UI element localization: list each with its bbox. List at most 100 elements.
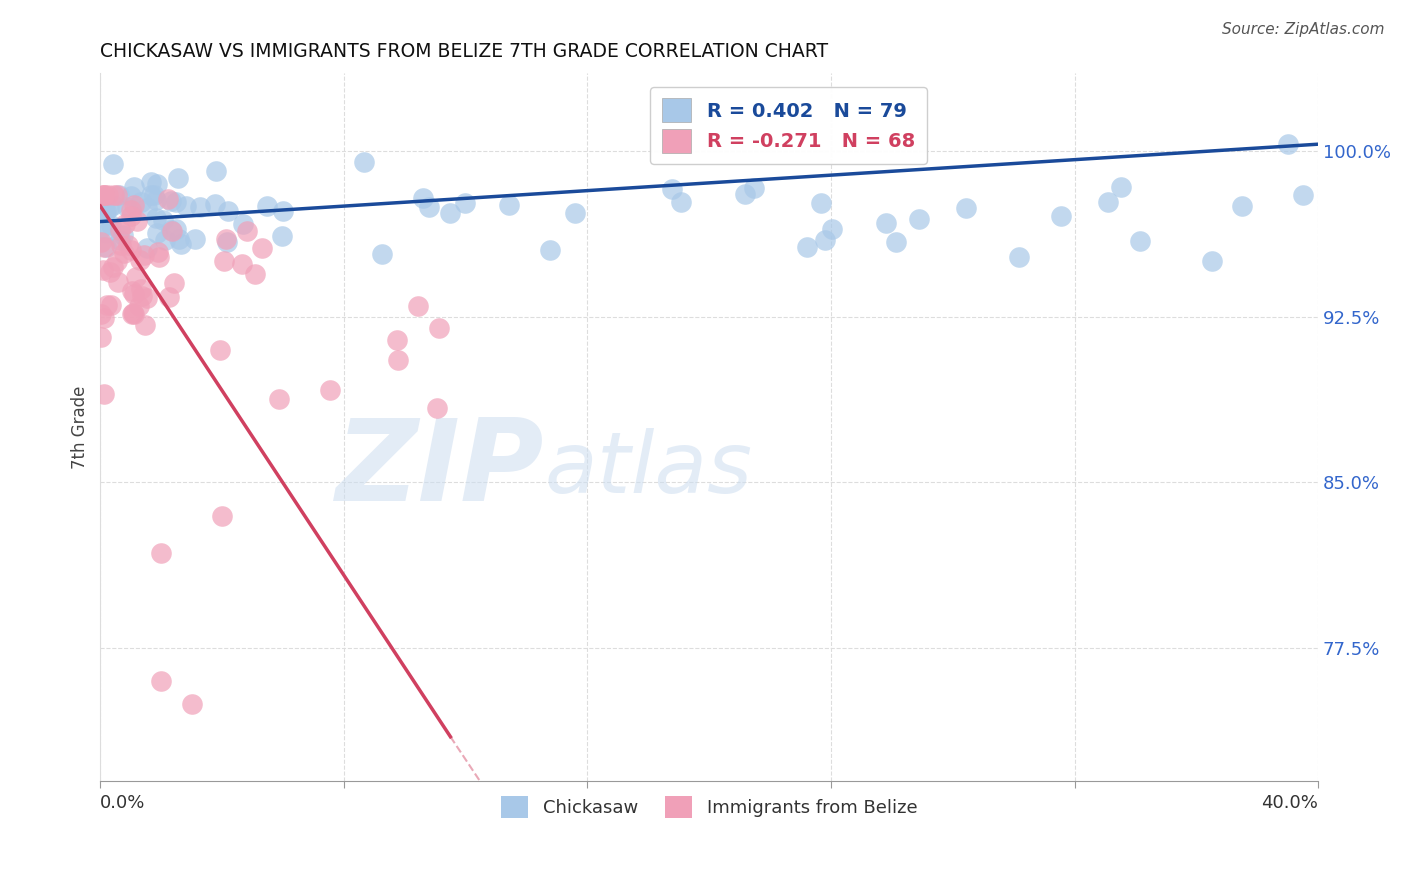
Text: Source: ZipAtlas.com: Source: ZipAtlas.com: [1222, 22, 1385, 37]
Point: [145, 211, 167, 226]
Point: [734, 187, 756, 202]
Point: [884, 235, 907, 249]
Text: 0.0%: 0.0%: [100, 794, 146, 813]
Text: 40.0%: 40.0%: [1261, 794, 1319, 813]
Point: [90, 307, 112, 321]
Text: atlas: atlas: [546, 428, 752, 511]
Point: [94, 240, 117, 254]
Point: [1109, 180, 1132, 194]
Point: [146, 244, 169, 259]
Point: [93, 240, 115, 254]
Point: [387, 333, 409, 347]
Point: [160, 223, 183, 237]
Point: [204, 196, 226, 211]
Point: [243, 268, 266, 282]
Point: [91, 188, 114, 202]
Point: [101, 260, 124, 275]
Point: [93, 188, 115, 202]
Point: [100, 298, 122, 312]
Point: [810, 196, 832, 211]
Point: [131, 288, 153, 302]
Point: [121, 285, 143, 299]
Point: [418, 200, 440, 214]
Point: [160, 224, 183, 238]
Point: [180, 697, 202, 711]
Point: [108, 187, 131, 202]
Point: [742, 181, 765, 195]
Point: [412, 191, 434, 205]
Point: [165, 221, 187, 235]
Point: [208, 343, 231, 357]
Point: [105, 188, 128, 202]
Point: [93, 188, 115, 202]
Point: [93, 191, 115, 205]
Point: [215, 235, 238, 249]
Point: [232, 217, 254, 231]
Point: [1201, 254, 1223, 268]
Point: [150, 674, 173, 689]
Point: [141, 188, 163, 202]
Point: [93, 202, 115, 216]
Point: [406, 299, 429, 313]
Point: [98, 265, 121, 279]
Point: [217, 203, 239, 218]
Point: [146, 226, 169, 240]
Point: [498, 197, 520, 211]
Point: [103, 157, 125, 171]
Point: [114, 217, 136, 231]
Point: [129, 282, 152, 296]
Point: [90, 329, 112, 343]
Point: [105, 254, 128, 268]
Point: [211, 508, 233, 523]
Point: [271, 204, 294, 219]
Point: [671, 195, 693, 210]
Point: [120, 202, 142, 217]
Point: [353, 154, 375, 169]
Point: [142, 188, 165, 202]
Point: [252, 241, 274, 255]
Point: [96, 298, 118, 312]
Point: [107, 275, 129, 289]
Point: [112, 246, 135, 260]
Point: [188, 200, 211, 214]
Point: [439, 205, 461, 219]
Point: [427, 321, 450, 335]
Point: [121, 307, 143, 321]
Point: [156, 192, 179, 206]
Point: [90, 220, 112, 235]
Point: [117, 238, 139, 252]
Point: [93, 386, 115, 401]
Point: [90, 235, 112, 249]
Point: [271, 229, 294, 244]
Point: [1230, 199, 1253, 213]
Point: [1049, 209, 1071, 223]
Point: [101, 198, 124, 212]
Point: [139, 175, 162, 189]
Point: [148, 250, 170, 264]
Point: [96, 204, 118, 219]
Point: [1008, 251, 1031, 265]
Point: [160, 194, 183, 209]
Point: [122, 197, 145, 211]
Point: [955, 201, 977, 215]
Point: [93, 206, 115, 220]
Point: [129, 195, 152, 210]
Point: [908, 212, 931, 227]
Point: [1277, 137, 1299, 152]
Point: [132, 248, 155, 262]
Point: [112, 227, 135, 242]
Text: ZIP: ZIP: [336, 414, 546, 525]
Point: [169, 231, 191, 245]
Point: [136, 241, 159, 255]
Point: [1292, 188, 1315, 202]
Point: [813, 233, 835, 247]
Point: [129, 253, 152, 268]
Point: [96, 226, 118, 240]
Point: [387, 353, 409, 368]
Point: [796, 240, 818, 254]
Point: [1097, 194, 1119, 209]
Point: [231, 257, 253, 271]
Point: [661, 182, 683, 196]
Point: [146, 177, 169, 191]
Point: [108, 233, 131, 247]
